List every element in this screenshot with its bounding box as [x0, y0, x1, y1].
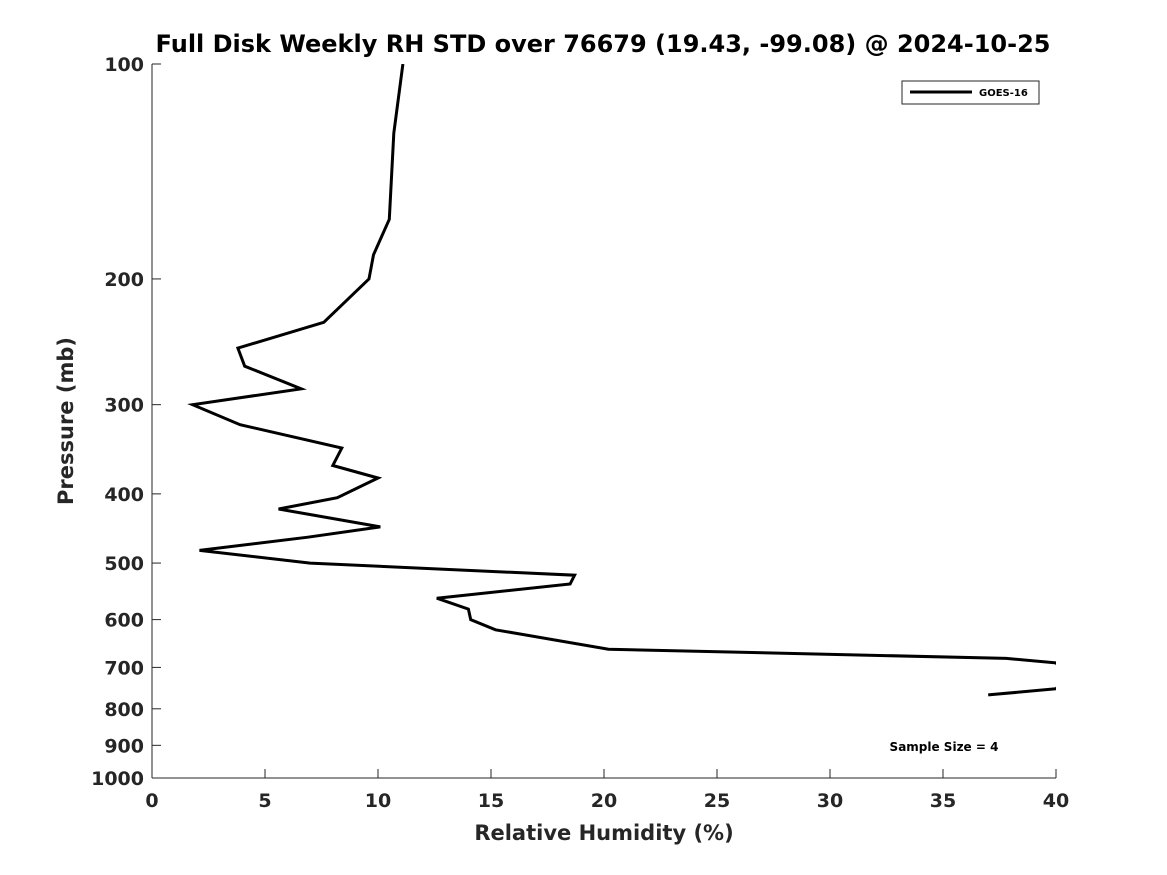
- y-tick-label: 500: [104, 553, 144, 575]
- x-tick-label: 5: [258, 790, 271, 812]
- x-tick-label: 0: [145, 790, 158, 812]
- x-tick-label: 10: [365, 790, 391, 812]
- y-tick-label: 100: [104, 54, 144, 76]
- y-tick-label: 300: [104, 395, 144, 417]
- y-tick-label: 900: [104, 735, 144, 757]
- x-axis-label: Relative Humidity (%): [474, 821, 733, 845]
- series-group: [187, 64, 1056, 697]
- x-tick-label: 30: [817, 790, 843, 812]
- y-tick-label: 200: [104, 269, 144, 291]
- x-tick-label: 35: [930, 790, 956, 812]
- x-tick-label: 25: [704, 790, 730, 812]
- series-line-goes-16: [187, 64, 1056, 697]
- x-tick-label: 15: [478, 790, 504, 812]
- sample-size-annotation: Sample Size = 4: [890, 740, 999, 754]
- y-tick-label: 1000: [91, 768, 144, 790]
- y-tick-label: 600: [104, 610, 144, 632]
- legend: GOES-16: [901, 80, 1040, 105]
- y-tick-label: 800: [104, 699, 144, 721]
- x-tick-label: 20: [591, 790, 617, 812]
- legend-label-goes-16: GOES-16: [979, 88, 1028, 99]
- chart-title: Full Disk Weekly RH STD over 76679 (19.4…: [156, 30, 1051, 58]
- y-axis-label: Pressure (mb): [54, 337, 78, 505]
- x-tick-label: 40: [1043, 790, 1069, 812]
- y-ticks: 100 200 300 400 500 600 700 800 900 1000: [91, 54, 161, 790]
- x-ticks: 0 5 10 15 20 25 30 35 40: [145, 769, 1069, 812]
- y-tick-label: 400: [104, 484, 144, 506]
- y-tick-label: 700: [104, 657, 144, 679]
